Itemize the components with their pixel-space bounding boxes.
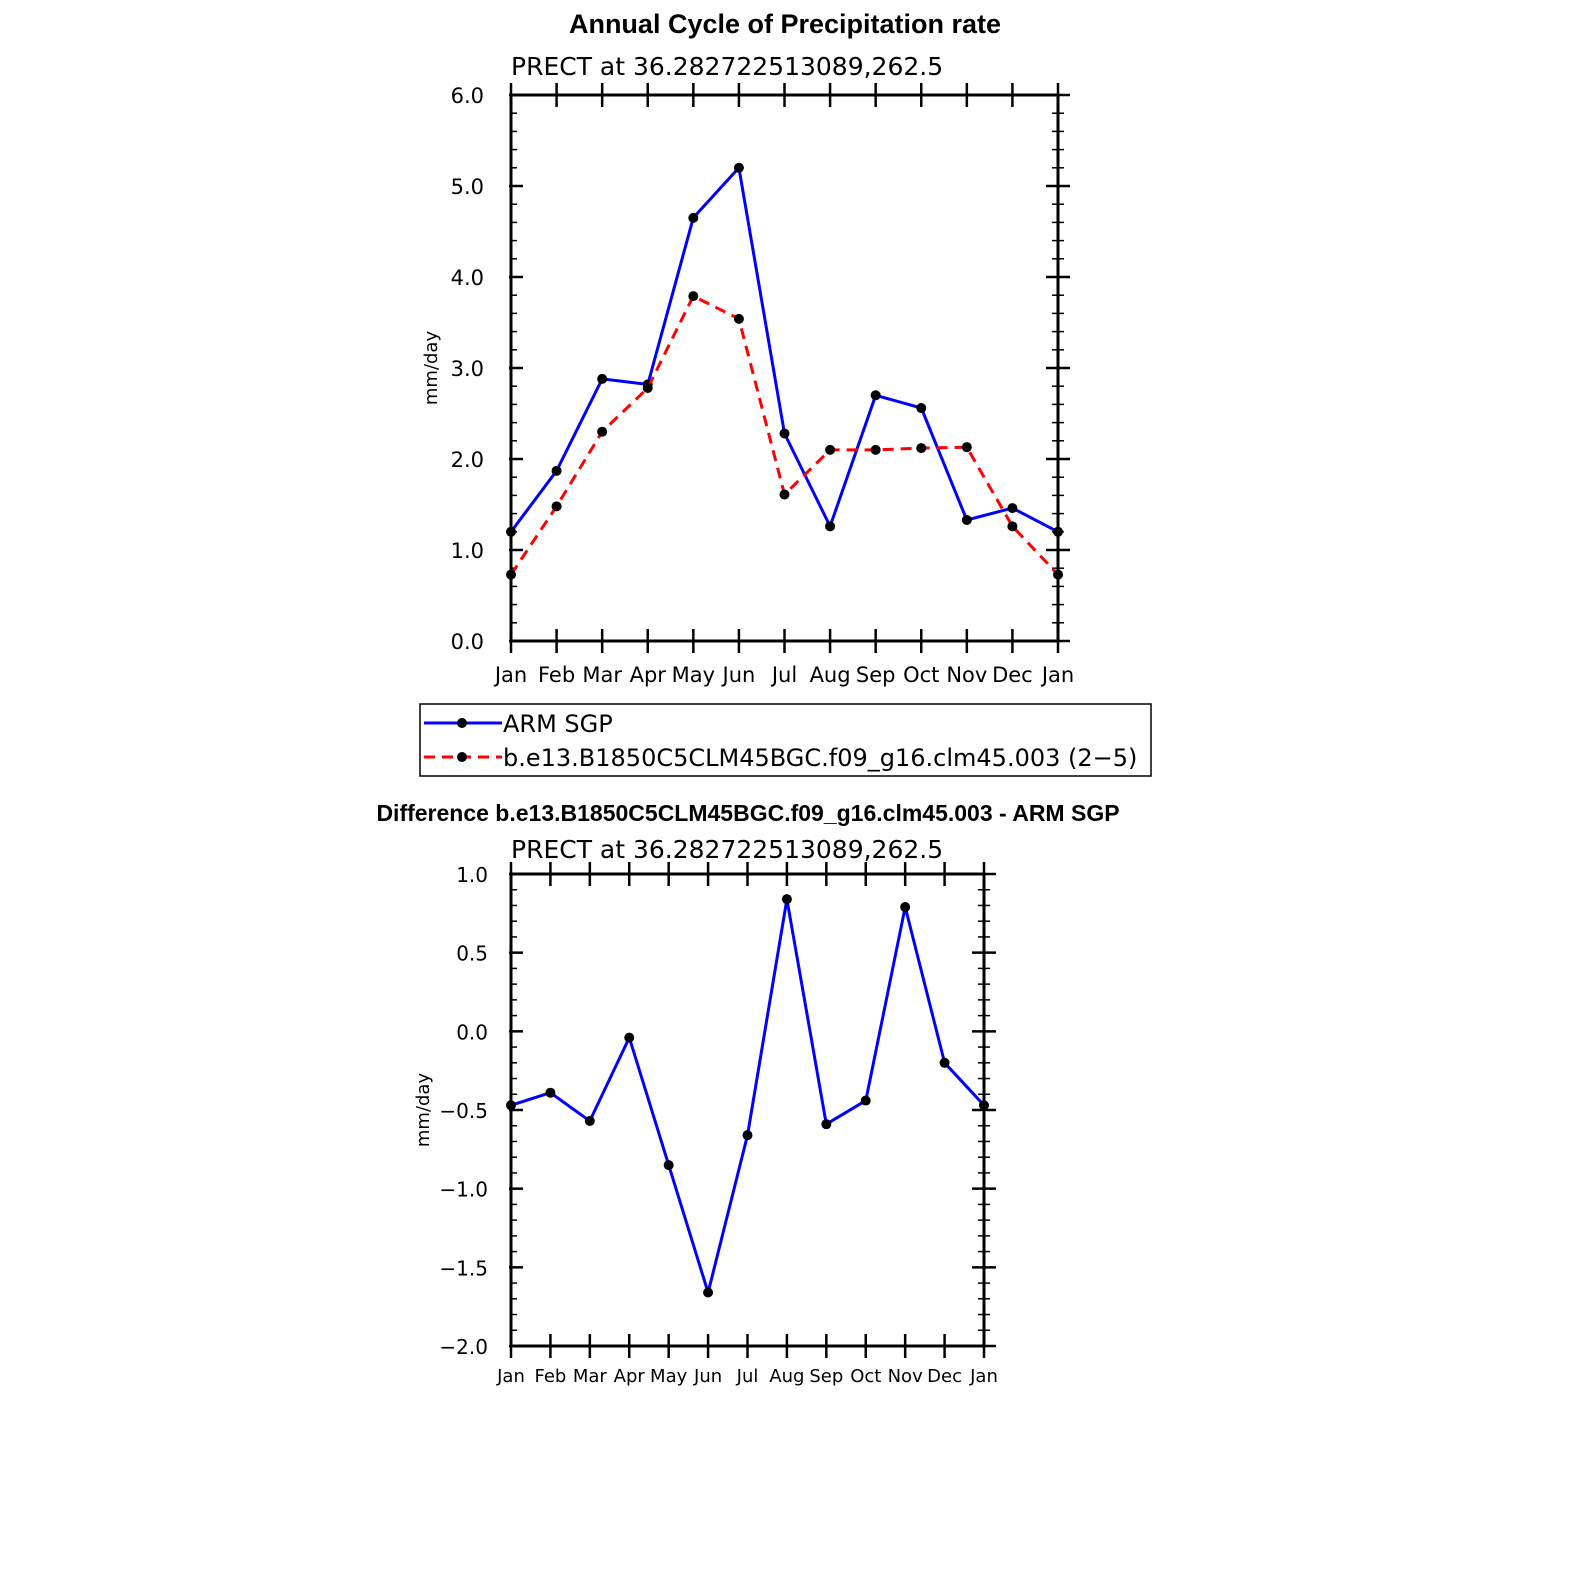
data-point [1007,521,1018,532]
data-point [688,291,699,302]
y-tick-label: 5.0 [451,175,484,199]
x-tick-label: Jul [770,663,797,687]
legend-label-obs: ARM SGP [503,710,613,738]
tick-labels: 0.0 1.0 2.0 3.0 4.0 5.0 6.0 Jan Feb Mar Apr May Jun J… [451,84,1075,687]
data-point [781,894,792,905]
x-tick-label: Jan [493,663,527,687]
data-point [584,1116,595,1127]
x-tick-label: Sep [809,1366,843,1387]
x-tick-label: Jan [969,1366,998,1387]
data-point [779,489,790,500]
data-point [870,444,881,455]
x-tick-label: Oct [850,1366,881,1387]
data-point [1007,503,1018,514]
data-point [545,1087,556,1098]
series-line-0 [509,166,1059,534]
x-tick-label: Jun [693,1366,722,1387]
y-tick-label: −1.5 [439,1256,488,1280]
x-tick-label: Jan [1040,663,1074,687]
axis-ticks [509,83,1070,653]
data-series [506,162,1063,580]
data-point [642,383,653,394]
x-tick-label: Nov [888,1366,923,1387]
x-tick-label: Mar [582,663,622,687]
data-point [860,1095,871,1106]
legend-item-model: b.e13.B1850C5CLM45BGC.f09_g16.clm45.003 … [424,744,1137,772]
data-point [916,443,927,454]
series-line-0 [510,897,986,1294]
legend: ARM SGP b.e13.B1850C5CLM45BGC.f09_g16.cl… [419,703,1152,777]
x-tick-label: Feb [534,1366,566,1387]
difference-plot-frame [509,872,986,1348]
x-tick-label: Jul [736,1366,759,1387]
difference-title: Difference b.e13.B1850C5CLM45BGC.f09_g16… [376,800,1119,826]
y-tick-label: 6.0 [451,84,484,108]
x-tick-label: Feb [538,663,575,687]
data-point [939,1057,950,1068]
annual-cycle-chart: Annual Cycle of Precipitation rate PRECT… [421,9,1074,687]
difference-subtitle: PRECT at 36.282722513089,262.5 [511,835,943,864]
y-tick-label: 1.0 [456,863,488,887]
data-point [870,390,881,401]
x-tick-label: Nov [946,663,987,687]
y-tick-label: 0.0 [451,630,484,654]
y-tick-label: 0.0 [456,1020,488,1044]
x-tick-label: Sep [856,663,896,687]
data-point [825,521,836,532]
chart-subtitle: PRECT at 36.282722513089,262.5 [511,52,943,81]
x-tick-label: Aug [810,663,851,687]
y-tick-label: 2.0 [451,448,484,472]
y-tick-label: 4.0 [451,266,484,290]
x-tick-label: Mar [573,1366,608,1387]
data-point [597,373,608,384]
data-point [900,902,911,913]
x-tick-label: May [672,663,715,687]
chart-title: Annual Cycle of Precipitation rate [569,9,1001,39]
data-point [779,428,790,439]
difference-tick-labels: −2.0 −1.5 −1.0 −0.5 0.0 0.5 1.0 Jan Feb Mar Apr May… [439,863,997,1387]
data-point [551,465,562,476]
data-point [733,162,744,173]
x-tick-label: May [650,1366,688,1387]
difference-chart: Difference b.e13.B1850C5CLM45BGC.f09_g16… [376,800,1119,1387]
data-point [742,1130,753,1141]
legend-label-model: b.e13.B1850C5CLM45BGC.f09_g16.clm45.003 … [503,744,1137,772]
x-tick-label: Dec [992,663,1033,687]
data-point [688,212,699,223]
data-point [663,1160,674,1171]
x-tick-label: Jan [496,1366,525,1387]
y-axis-label: mm/day [421,331,442,406]
x-tick-label: Apr [614,1366,646,1387]
data-point [821,1119,832,1130]
legend-box [419,703,1152,777]
y-tick-label: −0.5 [439,1099,488,1123]
legend-marker-model [457,752,467,762]
data-point [825,444,836,455]
y-tick-label: −1.0 [439,1178,488,1202]
y-tick-label: 1.0 [451,539,484,563]
legend-marker-obs [457,718,467,728]
difference-y-axis-label: mm/day [413,1073,434,1148]
data-point [551,501,562,512]
y-tick-label: −2.0 [439,1335,488,1359]
data-point [624,1032,635,1043]
y-tick-label: 0.5 [456,942,488,966]
data-point [733,313,744,324]
x-tick-label: Jun [721,663,756,687]
data-point [916,403,927,414]
data-point [597,426,608,437]
legend-item-obs: ARM SGP [424,710,613,738]
x-tick-label: Aug [769,1366,804,1387]
data-point [703,1287,714,1298]
plot-frame [509,93,1060,643]
data-point [961,442,972,453]
x-tick-label: Dec [927,1366,962,1387]
data-point [961,514,972,525]
difference-data-series [506,894,989,1298]
y-tick-label: 3.0 [451,357,484,381]
x-tick-label: Oct [903,663,939,687]
x-tick-label: Apr [630,663,667,687]
